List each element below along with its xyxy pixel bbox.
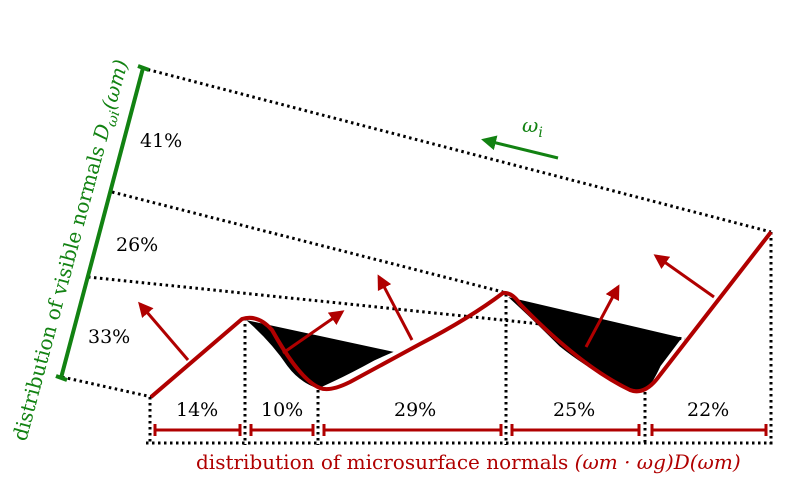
projection-line-top: [141, 66, 772, 234]
micro-segment-bar: [249, 424, 315, 436]
normal-arrows: [138, 254, 715, 361]
micro-segment-5: 22%: [687, 399, 729, 421]
incident-direction-label: ωi: [522, 113, 543, 141]
projection-line-bottom: [61, 375, 153, 399]
micro-distribution-segments: [153, 424, 768, 436]
visible-segment-bottom: 33%: [88, 326, 130, 348]
micro-segment-bar: [650, 424, 768, 436]
microsurface-profile: [149, 230, 773, 399]
micro-segment-1: 14%: [176, 399, 218, 421]
projection-line-upper: [111, 190, 504, 294]
normal-arrow: [138, 301, 190, 361]
shadowed-region-left: [246, 320, 394, 389]
normal-arrow: [584, 284, 620, 348]
micro-segment-2: 10%: [261, 399, 303, 421]
micro-segment-bar: [510, 424, 641, 436]
micro-segment-bar: [153, 424, 242, 436]
micro-segment-4: 25%: [553, 399, 595, 421]
drop-lines: [148, 232, 773, 445]
normal-arrow: [377, 274, 414, 341]
visible-segment-middle: 26%: [116, 234, 158, 256]
normal-arrow: [282, 310, 345, 355]
micro-segment-bar: [322, 424, 503, 436]
micro-segment-3: 29%: [394, 399, 436, 421]
micro-normals-label: distribution of microsurface normals (ωm…: [196, 450, 741, 474]
visible-normals-axis: [55, 64, 150, 382]
visible-segment-top: 41%: [140, 130, 182, 152]
normal-arrow: [653, 254, 715, 299]
incident-direction-arrow: [481, 135, 559, 160]
